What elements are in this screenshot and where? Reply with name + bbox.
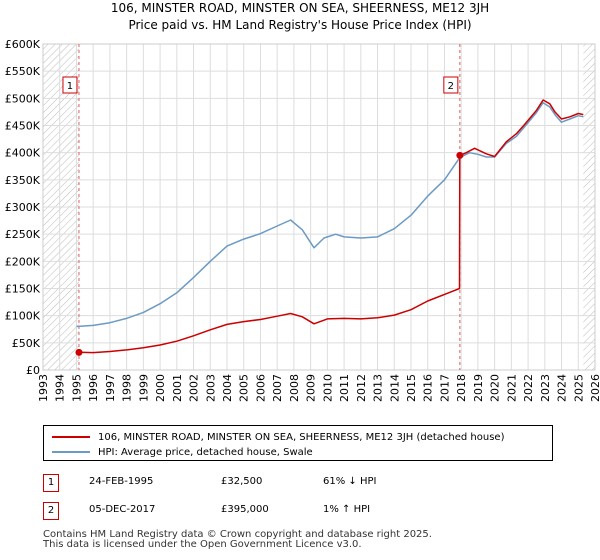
x-tick-label: 2022 [522,374,535,402]
sale-label-text: 1 [67,81,73,92]
sale-price: £395,000 [221,504,269,515]
x-tick-label: 2003 [204,374,217,402]
x-tick-label: 2014 [388,374,401,402]
x-tick-label: 2019 [472,374,485,402]
y-tick-label: £550K [5,65,41,78]
footer-attribution: Contains HM Land Registry data © Crown c… [43,530,432,550]
plot-frame [42,43,596,371]
sale-row: 1 24-FEB-1995 £32,500 61% ↓ HPI [43,474,563,502]
sale-row: 2 05-DEC-2017 £395,000 1% ↑ HPI [43,502,563,530]
y-tick-label: £300K [5,201,41,214]
x-tick-label: 1995 [70,374,83,402]
y-tick-label: £500K [5,92,41,105]
x-tick-label: 2004 [221,374,234,402]
sale-price: £32,500 [221,476,263,487]
y-tick-label: £250K [5,228,41,241]
x-tick-label: 2005 [238,374,251,402]
x-tick-label: 2023 [539,374,552,402]
y-tick-label: £150K [5,283,41,296]
x-tick-label: 2026 [589,374,600,402]
legend-label-hpi: HPI: Average price, detached house, Swal… [98,446,313,458]
x-tick-label: 2009 [305,374,318,402]
sale-date: 24-FEB-1995 [89,476,154,487]
hpi-line [76,101,584,328]
y-tick-label: £200K [5,255,41,268]
sale-label-box [443,76,459,94]
x-tick-label: 2015 [405,374,418,402]
y-tick-label: £450K [5,120,41,133]
y-tick-label: £400K [5,147,41,160]
sale-number-badge: 1 [43,474,59,492]
x-tick-label: 2025 [572,374,585,402]
x-tick-label: 2013 [372,374,385,402]
x-tick-label: 2006 [254,374,267,402]
x-tick-label: 1994 [54,374,67,402]
legend-label-property: 106, MINSTER ROAD, MINSTER ON SEA, SHEER… [98,431,505,443]
x-tick-label: 2016 [422,374,435,402]
y-tick-label: £350K [5,174,41,187]
footer-line-2: This data is licensed under the Open Gov… [43,539,362,550]
x-tick-label: 2020 [489,374,502,402]
sale-hpi-comparison: 1% ↑ HPI [323,504,371,515]
sale-label-text: 2 [448,81,454,92]
x-tick-label: 2017 [438,374,451,402]
y-tick-label: £0 [26,364,40,377]
y-tick-label: £100K [5,310,41,323]
x-tick-label: 1997 [104,374,117,402]
x-tick-label: 2018 [455,374,468,402]
sale-hpi-comparison: 61% ↓ HPI [323,476,377,487]
y-tick-label: £50K [12,337,41,350]
x-tick-label: 1996 [87,374,100,402]
x-tick-label: 2001 [171,374,184,402]
sale-point [456,151,464,159]
x-tick-label: 2002 [188,374,201,402]
x-tick-label: 2008 [288,374,301,402]
sale-date: 05-DEC-2017 [89,504,156,515]
chart-legend: 106, MINSTER ROAD, MINSTER ON SEA, SHEER… [43,425,553,461]
property-price-line [78,99,584,354]
y-tick-label: £600K [5,38,41,51]
price-chart: £0 £50K £100K £150K £200K £250K £300K £350K £400… [5,38,600,402]
legend-item-hpi: HPI: Average price, detached house, Swal… [52,445,313,459]
x-tick-label: 1993 [37,374,50,402]
legend-swatch-property [52,436,90,438]
sale-label-box [62,76,78,94]
legend-item-property: 106, MINSTER ROAD, MINSTER ON SEA, SHEER… [52,430,504,444]
legend-swatch-hpi [52,451,90,453]
x-tick-label: 1999 [137,374,150,402]
sale-number-badge: 2 [43,502,59,520]
x-tick-label: 2010 [321,374,334,402]
x-tick-label: 2021 [505,374,518,402]
x-tick-label: 2000 [154,374,167,402]
x-tick-label: 2012 [355,374,368,402]
chart-title-line1: 106, MINSTER ROAD, MINSTER ON SEA, SHEER… [110,1,490,15]
x-tick-label: 2011 [338,374,351,402]
footer-line-1: Contains HM Land Registry data © Crown c… [43,529,432,540]
chart-title-line2: Price paid vs. HM Land Registry's House … [128,18,472,32]
x-tick-label: 1998 [121,374,134,402]
x-tick-label: 2024 [556,374,569,402]
sale-point [75,348,83,356]
sales-table: 1 24-FEB-1995 £32,500 61% ↓ HPI 2 05-DEC… [43,474,563,530]
x-tick-label: 2007 [271,374,284,402]
